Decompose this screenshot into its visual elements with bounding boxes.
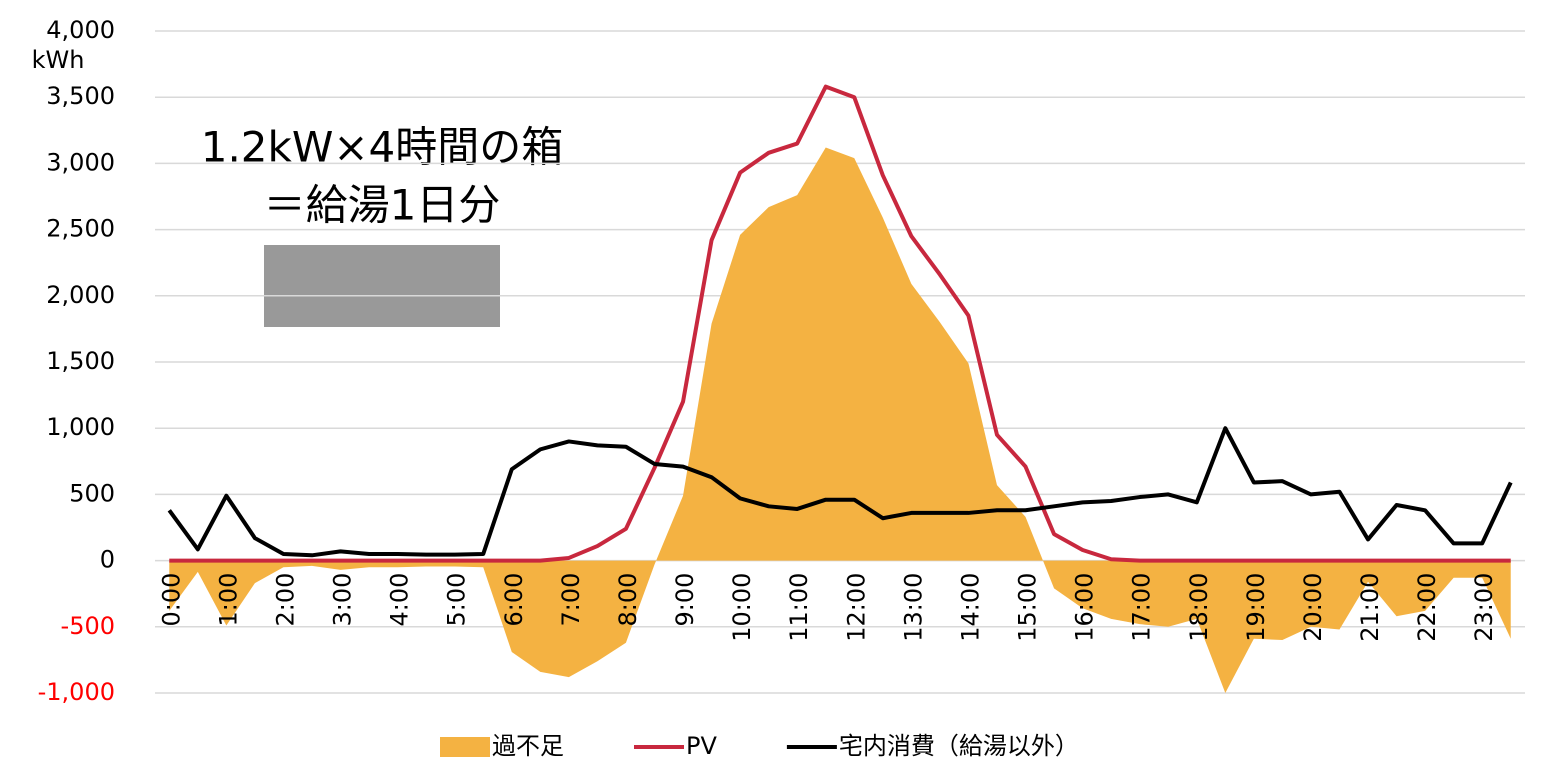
- y-tick-label: 1,000: [46, 413, 115, 441]
- y-tick-label: 3,500: [46, 82, 115, 110]
- x-tick-label: 19:00: [1242, 573, 1270, 642]
- x-tick-label: 10:00: [728, 573, 756, 642]
- y-tick-label: 4,000: [46, 16, 115, 44]
- y-tick-label: 2,000: [46, 281, 115, 309]
- x-tick-label: 17:00: [1128, 573, 1156, 642]
- x-tick-label: 1:00: [214, 573, 242, 627]
- legend-label: 過不足: [492, 732, 564, 760]
- y-tick-label: 2,500: [46, 215, 115, 243]
- x-tick-label: 13:00: [899, 573, 927, 642]
- line: [169, 84, 1511, 563]
- y-unit: kWh: [32, 46, 85, 74]
- x-tick-label: 14:00: [956, 573, 984, 642]
- box-shape: [264, 245, 500, 327]
- x-tick-label: 5:00: [443, 573, 471, 627]
- x-tick-label: 22:00: [1413, 573, 1441, 642]
- legend-label: 宅内消費（給湯以外）: [839, 732, 1079, 760]
- x-tick-label: 11:00: [785, 573, 813, 642]
- x-tick-label: 0:00: [157, 573, 185, 627]
- legend-label: PV: [686, 732, 717, 760]
- x-tick-label: 3:00: [329, 573, 357, 627]
- legend-swatch: [440, 737, 490, 757]
- x-tick-label: 20:00: [1299, 573, 1327, 642]
- x-tick-label: 6:00: [500, 573, 528, 627]
- y-tick-label: 500: [69, 479, 115, 507]
- y-tick-label: -1,000: [38, 678, 115, 706]
- x-tick-label: 23:00: [1470, 573, 1498, 642]
- line: [167, 426, 1513, 558]
- y-tick-label: 3,000: [46, 148, 115, 176]
- x-tick-label: 7:00: [557, 573, 585, 627]
- x-tick-label: 15:00: [1014, 573, 1042, 642]
- annotation: ＝給湯1日分: [264, 181, 501, 230]
- x-tick-label: 21:00: [1356, 573, 1384, 642]
- y-tick-label: 0: [100, 546, 115, 574]
- x-tick-label: 18:00: [1185, 573, 1213, 642]
- x-tick-label: 8:00: [614, 573, 642, 627]
- x-tick-label: 9:00: [671, 573, 699, 627]
- x-tick-label: 12:00: [842, 573, 870, 642]
- y-tick-label: 1,500: [46, 347, 115, 375]
- y-tick-label: -500: [61, 612, 115, 640]
- area: [169, 147, 1511, 694]
- x-tick-label: 4:00: [386, 573, 414, 627]
- x-tick-label: 16:00: [1071, 573, 1099, 642]
- x-tick-label: 2:00: [271, 573, 299, 627]
